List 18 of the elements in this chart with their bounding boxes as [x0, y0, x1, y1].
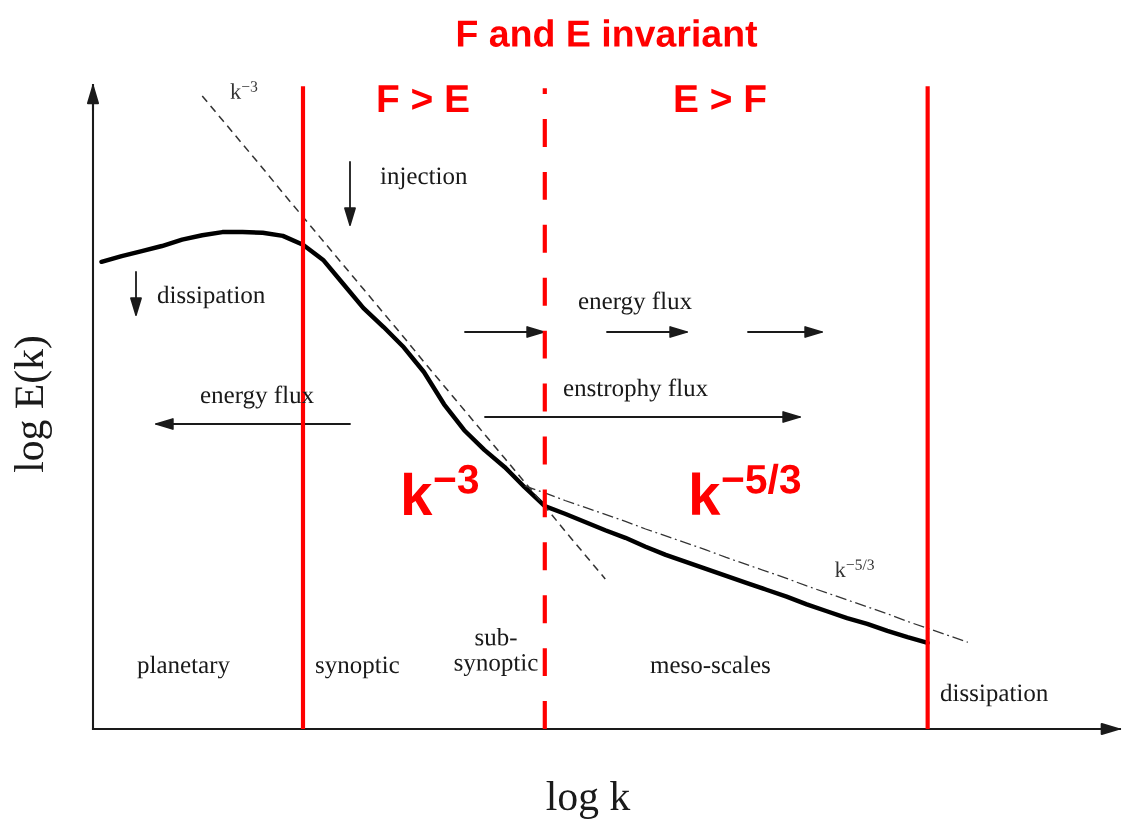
- annotation: meso-scales: [650, 655, 770, 674]
- y-axis-title: log E(k): [14, 336, 52, 473]
- annotation: injection: [380, 167, 468, 190]
- chart-title: F and E invariant: [457, 19, 758, 47]
- x-axis-title: log k: [546, 781, 631, 819]
- series-label: k$^{−3}$: [230, 81, 258, 99]
- annotation: energy flux: [578, 291, 692, 315]
- annotation: k$^{−5/3}$: [692, 463, 801, 515]
- annotation: synoptic: [316, 656, 399, 679]
- annotation: dissipation: [940, 683, 1048, 707]
- annotation: E > F: [675, 85, 766, 113]
- annotation: k$^{−3}$: [404, 464, 479, 515]
- annotation: sub- synoptic: [454, 627, 538, 677]
- annotation: dissipation: [157, 285, 265, 309]
- annotation: enstrophy flux: [563, 378, 708, 402]
- series-label: k$^{−5/3}$: [835, 559, 874, 577]
- annotation: F > E: [378, 85, 469, 113]
- annotation: planetary: [137, 655, 230, 679]
